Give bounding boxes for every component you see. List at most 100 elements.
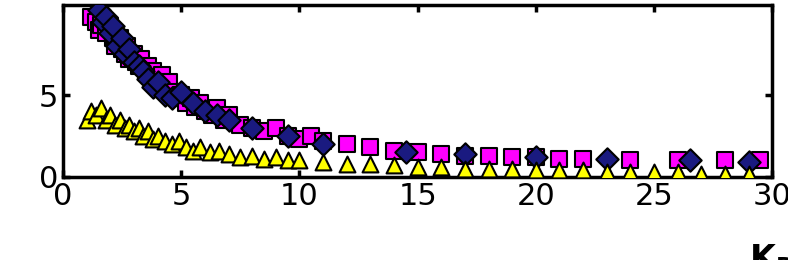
Point bbox=[99, 31, 112, 35]
Point bbox=[147, 68, 159, 73]
Point bbox=[435, 152, 448, 156]
Point bbox=[648, 170, 660, 174]
Point bbox=[530, 168, 542, 172]
Point bbox=[180, 101, 192, 105]
Point bbox=[85, 15, 98, 19]
Point bbox=[132, 126, 145, 130]
Point bbox=[671, 158, 684, 162]
Point bbox=[258, 129, 270, 133]
Point bbox=[116, 47, 128, 51]
X-axis label: $\mathbf{K_D}$: $\mathbf{K_D}$ bbox=[749, 242, 788, 260]
Point bbox=[132, 64, 145, 68]
Point bbox=[118, 126, 131, 130]
Point bbox=[340, 162, 353, 166]
Point bbox=[683, 158, 696, 162]
Point bbox=[577, 157, 589, 161]
Point bbox=[130, 60, 143, 64]
Point bbox=[281, 134, 294, 138]
Point bbox=[206, 113, 218, 117]
Point bbox=[121, 44, 133, 48]
Point bbox=[104, 31, 117, 35]
Point bbox=[142, 77, 154, 81]
Point bbox=[113, 36, 126, 40]
Point bbox=[99, 118, 112, 122]
Point bbox=[168, 90, 180, 94]
Point bbox=[90, 113, 102, 117]
Point bbox=[163, 80, 176, 84]
Point bbox=[600, 157, 613, 161]
Point bbox=[151, 80, 164, 84]
Point bbox=[293, 137, 306, 141]
Point bbox=[97, 20, 110, 24]
Point bbox=[80, 118, 93, 122]
Point bbox=[139, 68, 152, 73]
Point bbox=[85, 109, 98, 114]
Point bbox=[210, 113, 223, 117]
Point bbox=[194, 145, 206, 149]
Point bbox=[400, 150, 412, 154]
Point bbox=[116, 36, 128, 40]
Point bbox=[123, 57, 136, 61]
Point bbox=[411, 150, 424, 154]
Point bbox=[158, 93, 171, 97]
Point bbox=[459, 153, 471, 158]
Point bbox=[317, 142, 329, 146]
Point bbox=[106, 36, 119, 40]
Point bbox=[222, 113, 235, 117]
Point bbox=[180, 145, 192, 149]
Point bbox=[158, 139, 171, 143]
Point bbox=[530, 155, 542, 159]
Point bbox=[90, 20, 102, 24]
Point bbox=[199, 109, 211, 114]
Point bbox=[411, 165, 424, 169]
Point bbox=[137, 134, 150, 138]
Point bbox=[175, 93, 188, 97]
Point bbox=[482, 153, 495, 158]
Point bbox=[128, 52, 140, 56]
Point bbox=[213, 148, 225, 153]
Point bbox=[459, 152, 471, 156]
Point bbox=[175, 90, 188, 94]
Point bbox=[144, 73, 157, 77]
Point bbox=[109, 122, 121, 127]
Point bbox=[246, 126, 258, 130]
Point bbox=[317, 139, 329, 143]
Point bbox=[154, 80, 166, 84]
Point bbox=[104, 113, 117, 117]
Point bbox=[246, 126, 258, 130]
Point bbox=[459, 167, 471, 171]
Point bbox=[742, 160, 755, 164]
Point bbox=[95, 106, 107, 110]
Point bbox=[719, 158, 731, 162]
Point bbox=[147, 137, 159, 141]
Point bbox=[189, 105, 202, 109]
Point bbox=[184, 96, 197, 100]
Point bbox=[281, 134, 294, 138]
Point bbox=[388, 163, 400, 167]
Point bbox=[151, 134, 164, 138]
Point bbox=[364, 145, 377, 149]
Point bbox=[600, 170, 613, 174]
Point bbox=[111, 44, 124, 48]
Point bbox=[234, 155, 247, 159]
Point bbox=[173, 139, 185, 143]
Point bbox=[142, 64, 154, 68]
Point bbox=[530, 155, 542, 159]
Point bbox=[203, 150, 216, 154]
Point bbox=[123, 47, 136, 51]
Point bbox=[132, 64, 145, 68]
Point bbox=[165, 142, 178, 146]
Point bbox=[222, 152, 235, 156]
Point bbox=[742, 171, 755, 176]
Point bbox=[187, 148, 199, 153]
Point bbox=[293, 158, 306, 162]
Point bbox=[435, 165, 448, 169]
Point bbox=[246, 153, 258, 158]
Point bbox=[104, 24, 117, 29]
Point bbox=[137, 68, 150, 73]
Point bbox=[170, 96, 183, 100]
Point bbox=[269, 155, 282, 159]
Point bbox=[123, 122, 136, 127]
Point bbox=[142, 129, 154, 133]
Point bbox=[482, 167, 495, 171]
